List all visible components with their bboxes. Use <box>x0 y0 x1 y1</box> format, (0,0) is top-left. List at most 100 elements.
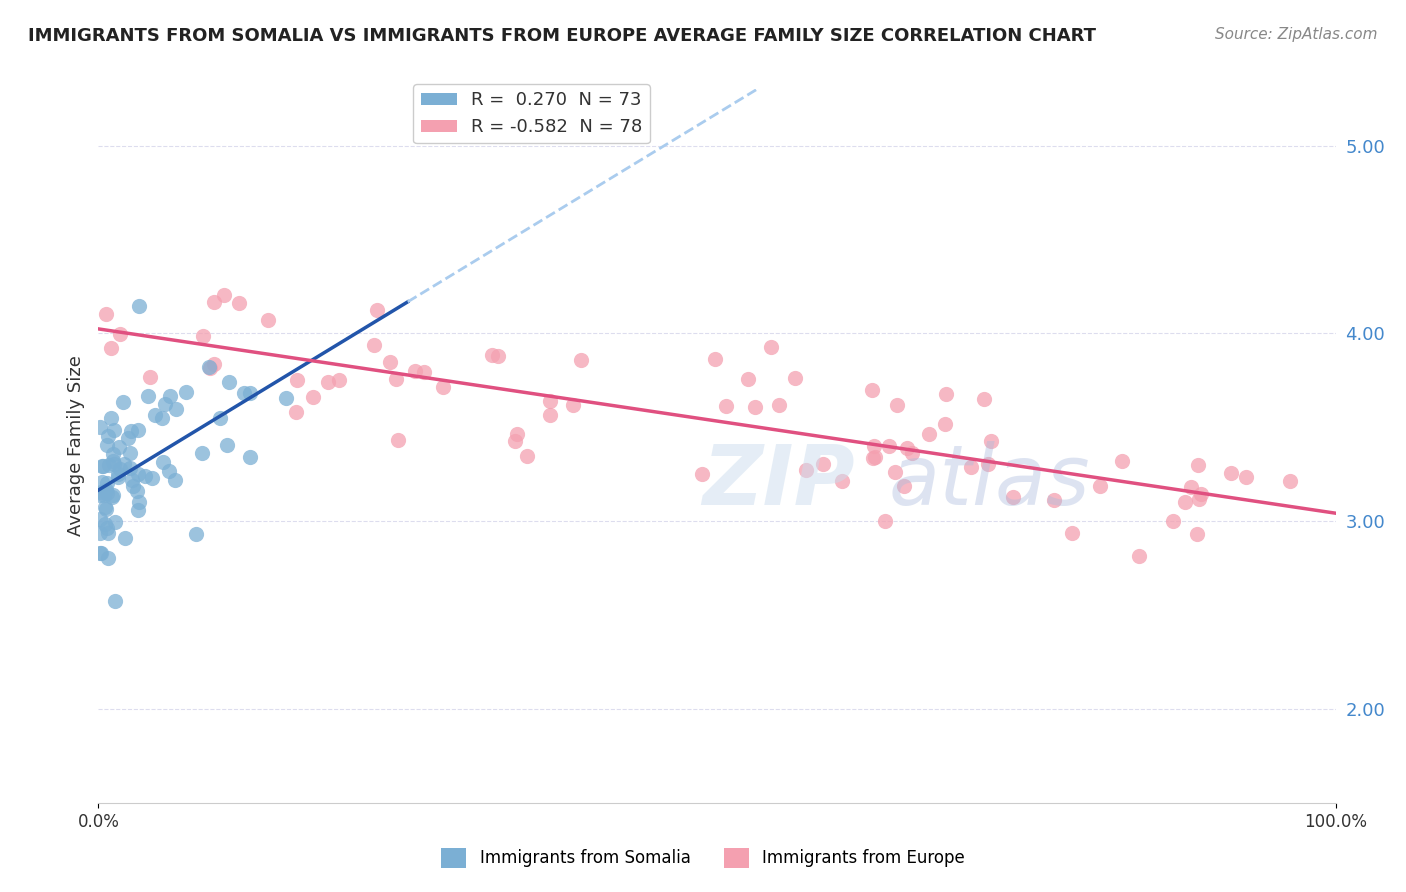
Point <box>103 488 125 502</box>
Point <box>768 398 790 412</box>
Point <box>145 409 167 423</box>
Point <box>384 372 406 386</box>
Point <box>1043 493 1066 508</box>
Point <box>159 389 181 403</box>
Point <box>94 516 117 531</box>
Point <box>896 441 918 455</box>
Point <box>174 385 197 400</box>
Point <box>1088 479 1111 493</box>
Point <box>94 308 117 322</box>
Point <box>191 446 214 460</box>
Point <box>108 326 131 341</box>
Point <box>121 479 143 493</box>
Point <box>138 369 160 384</box>
Point <box>108 462 131 476</box>
Point <box>89 488 111 502</box>
Point <box>886 398 908 412</box>
Point <box>89 525 111 540</box>
Point <box>127 483 149 498</box>
Point <box>432 380 454 394</box>
Point <box>202 357 225 371</box>
Point <box>198 361 221 376</box>
Point <box>94 483 117 497</box>
Point <box>481 348 503 362</box>
Point <box>538 394 561 409</box>
Point <box>783 371 806 385</box>
Legend: Immigrants from Somalia, Immigrants from Europe: Immigrants from Somalia, Immigrants from… <box>434 841 972 875</box>
Point <box>1191 487 1213 501</box>
Point <box>96 438 118 452</box>
Point <box>104 593 127 607</box>
Point <box>163 473 186 487</box>
Point <box>141 471 163 485</box>
Point <box>316 375 339 389</box>
Point <box>191 329 214 343</box>
Point <box>1234 469 1257 483</box>
Point <box>378 355 401 369</box>
Point <box>831 474 853 488</box>
Point <box>863 439 886 453</box>
Point <box>93 488 115 502</box>
Point <box>1187 458 1209 472</box>
Point <box>977 457 1000 471</box>
Point <box>759 340 782 354</box>
Point <box>233 386 256 401</box>
Point <box>120 445 142 459</box>
Point <box>89 512 111 526</box>
Point <box>1002 491 1025 505</box>
Point <box>184 527 207 541</box>
Point <box>218 376 240 390</box>
Point <box>960 459 983 474</box>
Point <box>744 400 766 414</box>
Point <box>97 458 120 472</box>
Point <box>1187 527 1209 541</box>
Point <box>94 500 117 515</box>
Point <box>152 411 174 425</box>
Point <box>387 434 409 448</box>
Point <box>217 438 239 452</box>
Point <box>1180 480 1202 494</box>
Point <box>413 365 436 379</box>
Point <box>716 399 738 413</box>
Point <box>1174 494 1197 508</box>
Point <box>935 387 957 401</box>
Point <box>90 546 112 560</box>
Point <box>94 502 117 516</box>
Point <box>117 431 139 445</box>
Point <box>918 427 941 442</box>
Text: ZIP: ZIP <box>703 442 855 522</box>
Point <box>794 462 817 476</box>
Point <box>90 484 112 499</box>
Point <box>274 392 297 406</box>
Point <box>703 351 725 366</box>
Point <box>127 467 149 481</box>
Point <box>127 502 149 516</box>
Point <box>737 372 759 386</box>
Point <box>228 296 250 310</box>
Point <box>1161 514 1184 528</box>
Point <box>363 338 385 352</box>
Point <box>900 446 922 460</box>
Point <box>198 360 221 375</box>
Point <box>239 450 262 464</box>
Point <box>127 423 149 437</box>
Point <box>107 467 129 482</box>
Point <box>404 364 426 378</box>
Point <box>503 434 526 448</box>
Point <box>90 458 112 473</box>
Point <box>516 449 538 463</box>
Point <box>1188 492 1211 507</box>
Point <box>111 395 134 409</box>
Point <box>1279 474 1302 488</box>
Point <box>165 401 187 416</box>
Point <box>128 495 150 509</box>
Point <box>208 411 231 425</box>
Point <box>128 299 150 313</box>
Point <box>486 349 509 363</box>
Point <box>863 450 886 465</box>
Point <box>97 429 120 443</box>
Point <box>91 475 114 490</box>
Point <box>112 457 135 471</box>
Point <box>875 515 897 529</box>
Point <box>89 545 111 559</box>
